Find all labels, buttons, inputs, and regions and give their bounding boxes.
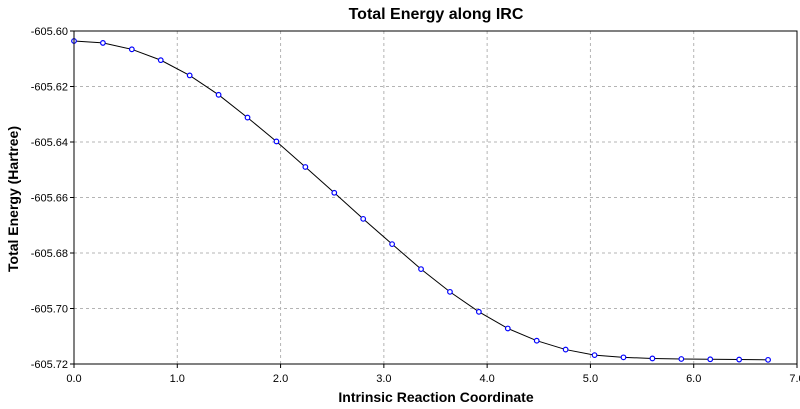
x-axis-label: Intrinsic Reaction Coordinate: [338, 389, 533, 405]
data-point: [331, 189, 338, 196]
y-tick-label: -605.64: [31, 137, 68, 149]
y-tick-labels: -605.60 -605.62 -605.64 -605.66 -605.68 -605.…: [31, 26, 68, 371]
x-tick-label: 1.0: [170, 373, 185, 385]
y-tick-label: -605.70: [31, 304, 68, 316]
y-tick-label: -605.72: [31, 359, 68, 371]
x-tick-label: 6.0: [686, 373, 701, 385]
data-point: [157, 57, 164, 64]
y-axis-label: Total Energy (Hartree): [5, 126, 21, 272]
data-point: [100, 40, 106, 46]
axis-ticks: [70, 30, 798, 368]
data-point: [533, 337, 540, 344]
series-line: [73, 40, 769, 361]
data-point: [447, 288, 453, 295]
y-tick-label: -605.68: [31, 248, 68, 260]
data-point: [360, 215, 367, 222]
y-tick-label: -605.62: [31, 82, 68, 94]
x-tick-label: 4.0: [479, 373, 494, 385]
data-point: [678, 356, 685, 362]
data-point: [302, 164, 309, 170]
data-point: [244, 114, 251, 121]
x-tick-label: 0.0: [66, 373, 81, 385]
data-point: [273, 138, 280, 145]
x-tick-label: 7.0: [789, 373, 800, 385]
x-tick-label: 3.0: [376, 373, 391, 385]
data-point: [707, 356, 714, 363]
x-tick-label: 5.0: [583, 373, 598, 385]
data-point: [562, 346, 569, 353]
data-point: [591, 352, 598, 359]
data-point: [504, 325, 511, 332]
data-point: [649, 355, 656, 362]
data-point: [736, 356, 743, 363]
data-point: [765, 356, 771, 363]
plot-frame: [73, 30, 798, 365]
y-tick-label: -605.66: [31, 193, 68, 205]
data-point: [215, 91, 222, 98]
data-point: [128, 46, 135, 53]
data-point: [620, 354, 627, 361]
data-point: [186, 72, 193, 79]
data-point: [475, 308, 482, 315]
chart-title: Total Energy along IRC: [349, 6, 524, 23]
data-point: [418, 266, 424, 272]
x-tick-labels: 0.0 1.0 2.0 3.0 4.0 5.0 6.0 7.0: [66, 373, 800, 385]
y-tick-label: -605.60: [31, 26, 68, 38]
data-point: [389, 241, 396, 248]
data-points: [71, 38, 771, 363]
grid-lines: [74, 31, 797, 364]
x-tick-label: 2.0: [273, 373, 288, 385]
